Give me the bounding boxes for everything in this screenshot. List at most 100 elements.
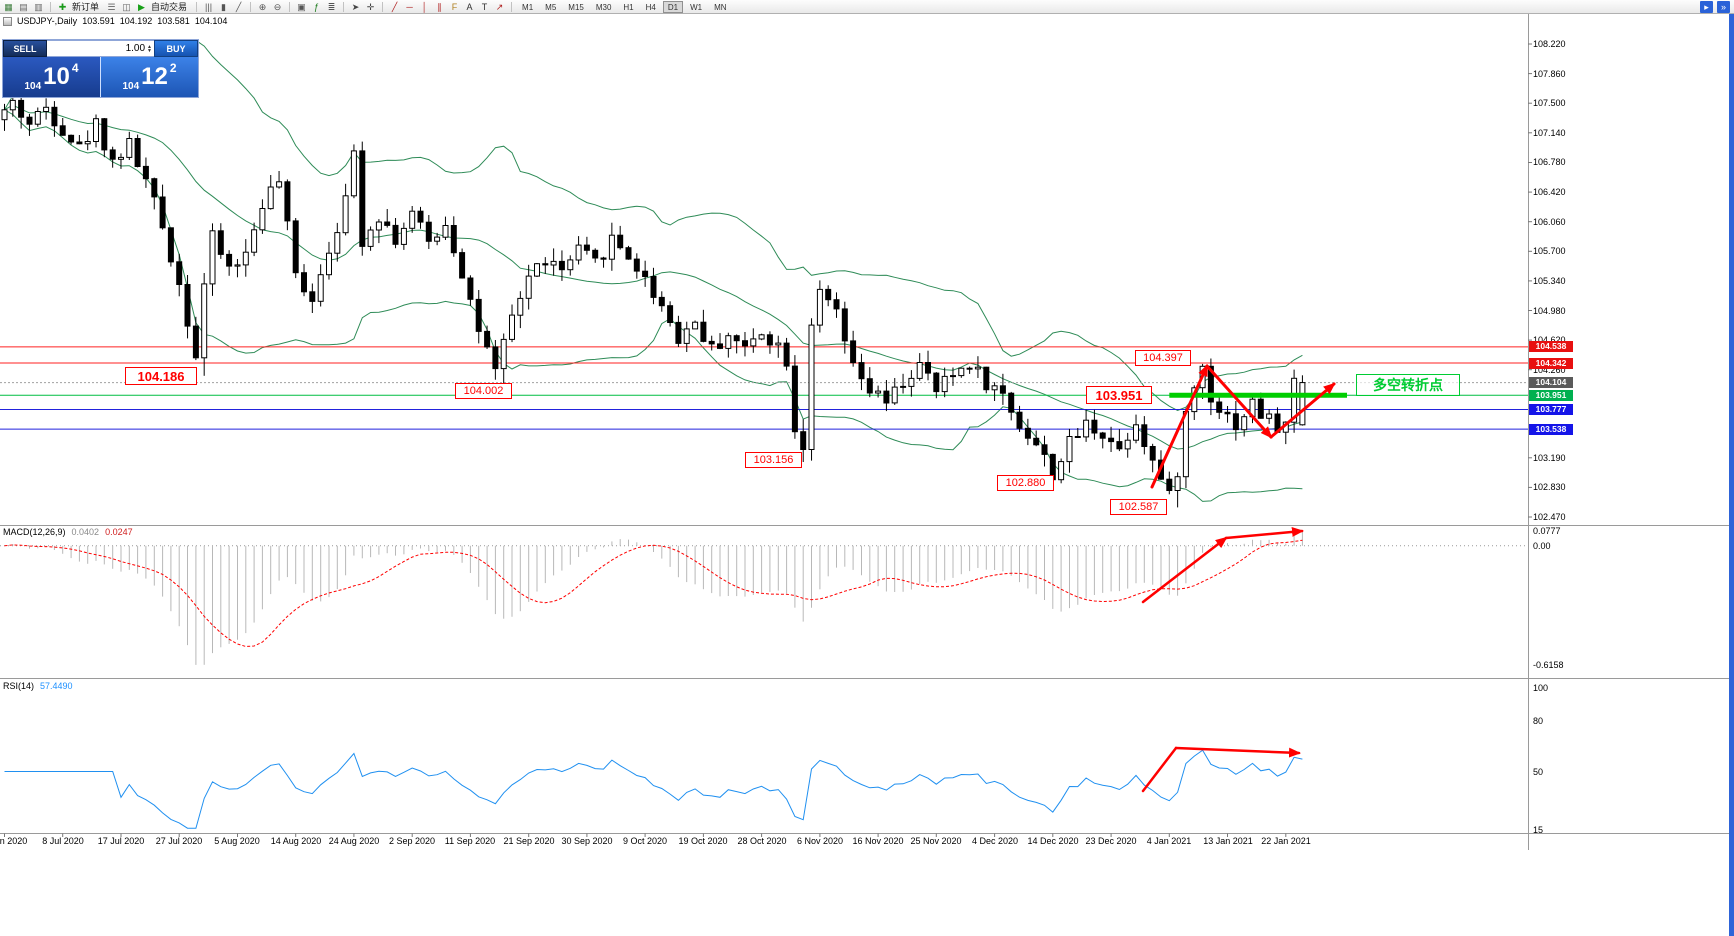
market-watch-icon[interactable]: ☰ [107,1,116,12]
label-icon[interactable]: T [481,1,488,12]
toolbar-separator [343,1,345,12]
crosshair-icon[interactable]: ✛ [366,1,375,12]
time-axis-label: 30 Sep 2020 [561,836,613,846]
turning-point-label[interactable]: 多空转折点 [1356,374,1460,396]
autotrading-label[interactable]: 自动交易 [151,2,188,12]
macd-signal-value: 0.0247 [105,527,133,537]
y-axis-label: 108.220 [1533,39,1566,49]
time-axis-label: 28 Oct 2020 [737,836,787,846]
vline-icon[interactable]: │ [421,1,428,12]
time-axis-label: 17 Jul 2020 [97,836,145,846]
chart-area: USDJPY-,Daily 103.591 104.192 103.581 10… [0,14,1734,936]
arrows-icon[interactable]: ↗ [495,1,504,12]
time-axis-label: 27 Jul 2020 [155,836,203,846]
time-axis-label: 9 Oct 2020 [622,836,668,846]
charts-grid-icon[interactable]: ▥ [34,1,43,12]
rsi-header: RSI(14) 57.4490 [3,681,73,691]
chart-shift-icon[interactable]: ▸ [1700,0,1713,13]
y-axis-label: 104.620 [1533,335,1566,345]
bar-chart-icon[interactable]: ||| [205,1,213,12]
buy-button[interactable]: BUY [154,40,198,57]
zoom-out-icon[interactable]: ⊖ [273,1,282,12]
new-order-icon[interactable]: ✚ [58,1,67,12]
candlestick-chart-icon[interactable]: ▮ [221,1,226,12]
spin-up-icon[interactable]: ▲ [147,43,152,50]
price-label-104002[interactable]: 104.002 [455,383,512,399]
spin-down-icon[interactable]: ▼ [147,47,152,54]
horizontal-level-lines[interactable] [0,346,1528,430]
time-axis-label: 22 Jan 2021 [1261,836,1311,846]
fibonacci-icon[interactable]: F [451,1,458,12]
chart-canvas[interactable] [0,14,1734,936]
rsi-indicator [4,749,1303,829]
price-label-103951[interactable]: 103.951 [1086,386,1152,404]
price-label-103156[interactable]: 103.156 [745,452,802,468]
vertical-scrollbar[interactable] [1729,14,1734,936]
timeframe-m1[interactable]: M1 [522,2,534,12]
volume-value: 1.00 [125,43,146,54]
volume-input[interactable]: 1.00 ▲ ▼ [47,40,154,57]
y-axis-label: 102.830 [1533,482,1566,492]
time-axis-label: 4 Jan 2021 [1146,836,1192,846]
price-label-104397[interactable]: 104.397 [1135,350,1191,366]
buy-price-display[interactable]: 104 12 2 [100,57,198,97]
autoscroll-icon[interactable]: » [1717,0,1730,13]
macd-header: MACD(12,26,9) 0.0402 0.0247 [3,527,133,537]
rsi-axis-label: 50 [1533,767,1544,777]
y-axis-label: 105.340 [1533,276,1566,286]
trend-arrows[interactable] [1141,364,1336,793]
y-axis-label: 106.780 [1533,157,1566,167]
price-badge-103.951: 103.951 [1529,390,1573,401]
rsi-title: RSI(14) [3,681,35,691]
timeframe-d1[interactable]: D1 [662,0,684,13]
time-axis-label: 14 Aug 2020 [270,836,322,846]
sell-price-display[interactable]: 104 10 4 [3,57,100,97]
price-label-102880[interactable]: 102.880 [997,475,1054,491]
profiles-icon[interactable]: ▤ [19,1,28,12]
new-chart-icon[interactable]: ▦ [4,1,13,12]
new-order-label[interactable]: 新订单 [72,2,100,12]
timeframe-m5[interactable]: M5 [545,2,557,12]
time-axis-label: 16 Nov 2020 [852,836,904,846]
price-label-104186[interactable]: 104.186 [125,367,197,385]
buy-price-pipette: 2 [169,61,177,75]
time-axis-label: 19 Oct 2020 [678,836,728,846]
rsi-value: 57.4490 [40,681,73,691]
tile-windows-icon[interactable]: ▣ [297,1,306,12]
hline-icon[interactable]: ─ [406,1,413,12]
price-badge-104.538: 104.538 [1529,341,1573,352]
sell-price-figure: 104 [24,81,42,92]
symbol-period: USDJPY-,Daily [17,16,78,26]
y-axis-label: 107.140 [1533,128,1566,138]
zoom-in-icon[interactable]: ⊕ [258,1,267,12]
line-chart-icon[interactable]: ╱ [235,1,242,12]
timeframe-w1[interactable]: W1 [690,2,703,12]
data-window-icon[interactable]: ◫ [122,1,131,12]
price-label-102587[interactable]: 102.587 [1110,499,1167,515]
timeframe-m30[interactable]: M30 [595,2,612,12]
rsi-axis-label: 15 [1533,825,1544,835]
templates-icon[interactable]: ≣ [327,1,336,12]
time-axis-label: 8 Jul 2020 [42,836,84,846]
cursor-icon[interactable]: ➤ [351,1,360,12]
toolbar-separator [196,1,198,12]
autotrading-icon[interactable]: ▶ [138,1,145,12]
trendline-icon[interactable]: ╱ [391,1,398,12]
timeframe-h4[interactable]: H4 [645,2,656,12]
y-axis-label: 105.700 [1533,246,1566,256]
y-axis-label: 104.980 [1533,306,1566,316]
timeframe-mn[interactable]: MN [714,2,727,12]
text-icon[interactable]: A [466,1,473,12]
time-axis-label: 21 Sep 2020 [503,836,555,846]
timeframe-m15[interactable]: M15 [568,2,584,12]
one-click-trading-panel: SELL 1.00 ▲ ▼ BUY 104 10 4 104 [3,40,198,97]
sell-price-pipette: 4 [71,61,79,75]
price-badge-104.342: 104.342 [1529,358,1573,369]
timeframe-h1[interactable]: H1 [623,2,634,12]
channel-icon[interactable]: ∥ [437,1,442,12]
toolbar-separator [50,1,51,12]
sell-button[interactable]: SELL [3,40,47,57]
panel-separators-axes [0,14,1734,850]
price-badge-103.538: 103.538 [1529,424,1573,435]
indicators-icon[interactable]: ƒ [314,1,320,12]
